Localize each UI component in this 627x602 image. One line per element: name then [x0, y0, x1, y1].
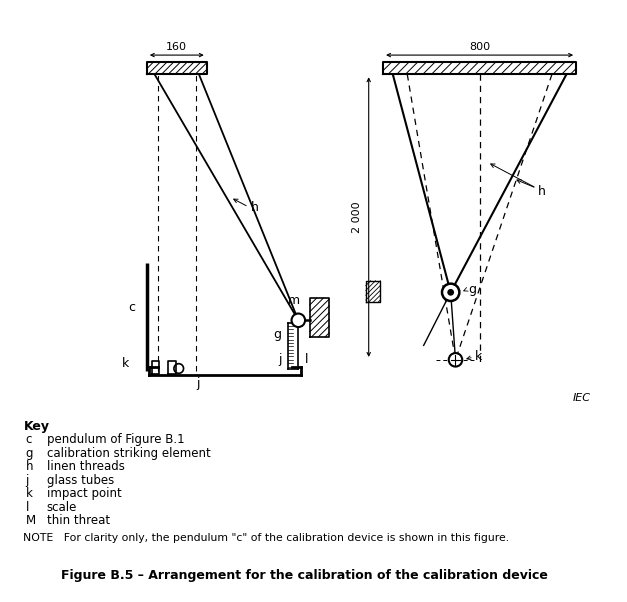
Text: M: M [26, 514, 36, 527]
Text: h: h [26, 460, 33, 473]
Text: c: c [128, 301, 135, 314]
Text: g: g [26, 447, 33, 459]
Circle shape [447, 289, 454, 296]
Text: NOTE   For clarity only, the pendulum "c" of the calibration device is shown in : NOTE For clarity only, the pendulum "c" … [23, 533, 510, 544]
Text: linen threads: linen threads [46, 460, 125, 473]
Text: impact point: impact point [46, 487, 122, 500]
Text: scale: scale [46, 501, 77, 514]
Text: Key: Key [23, 420, 50, 433]
Text: 160: 160 [166, 42, 187, 52]
Text: h: h [251, 202, 258, 214]
Text: g: g [468, 283, 476, 296]
Text: pendulum of Figure B.1: pendulum of Figure B.1 [46, 433, 184, 446]
Text: g: g [273, 328, 281, 341]
Text: c: c [26, 433, 32, 446]
Text: m: m [287, 294, 300, 308]
Text: h: h [537, 185, 545, 197]
Text: k: k [475, 350, 482, 364]
Text: l: l [305, 353, 308, 367]
Text: Figure B.5 – Arrangement for the calibration of the calibration device: Figure B.5 – Arrangement for the calibra… [61, 569, 547, 582]
Text: k: k [26, 487, 32, 500]
Text: j: j [26, 474, 29, 486]
Text: calibration striking element: calibration striking element [46, 447, 211, 459]
Text: l: l [26, 501, 29, 514]
Text: glass tubes: glass tubes [46, 474, 114, 486]
Circle shape [442, 284, 460, 301]
Text: 2 000: 2 000 [352, 201, 362, 233]
Text: 800: 800 [469, 42, 490, 52]
Text: IEC: IEC [572, 393, 591, 403]
Text: thin threat: thin threat [46, 514, 110, 527]
Circle shape [292, 314, 305, 327]
Circle shape [449, 353, 462, 367]
Text: k: k [122, 357, 129, 370]
Text: j: j [196, 377, 200, 391]
Text: j: j [278, 353, 282, 367]
